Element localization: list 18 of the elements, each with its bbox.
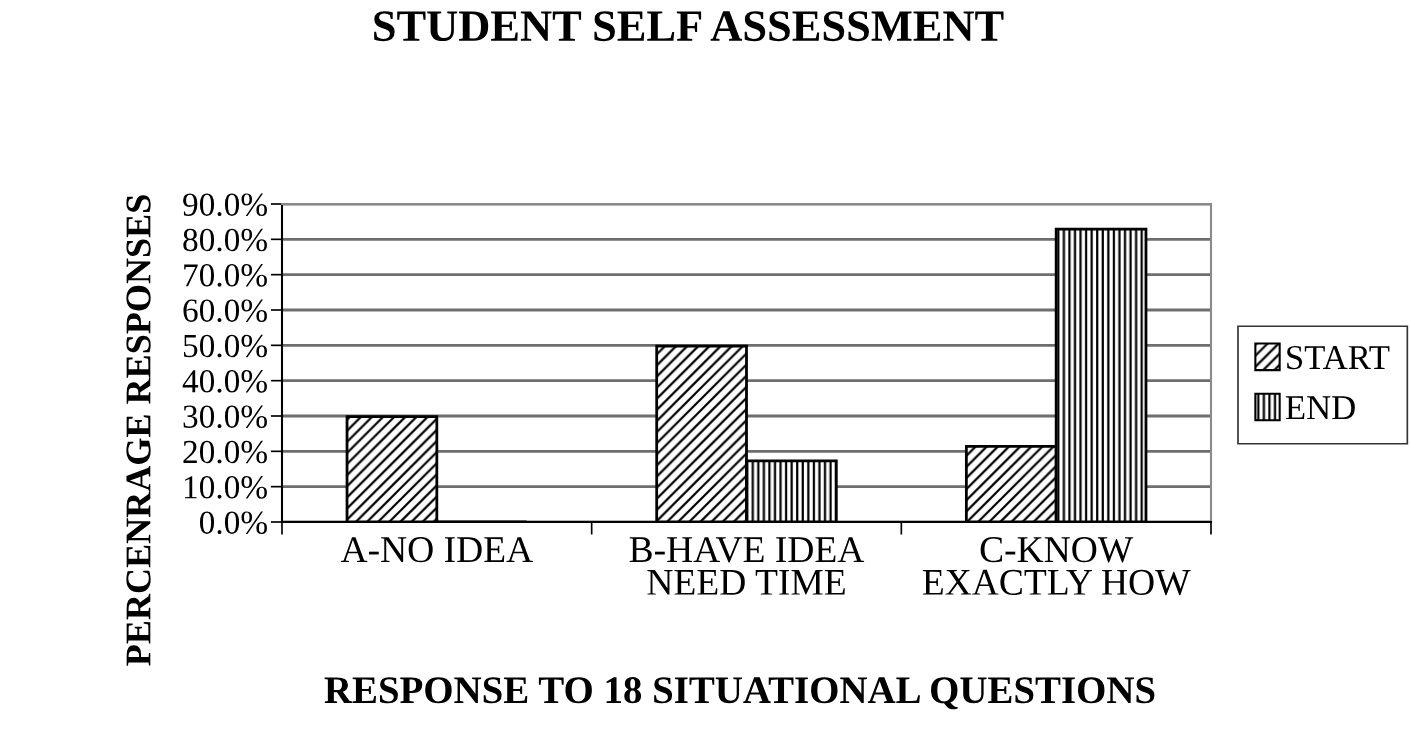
- x-axis-title: RESPONSE TO 18 SITUATIONAL QUESTIONS: [324, 677, 1155, 710]
- y-tick-label: 90.0%: [183, 193, 267, 217]
- y-tick-label: 20.0%: [183, 440, 267, 464]
- y-tick-label: 60.0%: [183, 299, 267, 323]
- y-tick-label: 70.0%: [184, 264, 267, 287]
- y-tick-label: 80.0%: [183, 228, 267, 252]
- legend-label: START: [1287, 345, 1390, 370]
- x-tick-label: C-KNOW EXACTLY HOW: [922, 537, 1191, 596]
- x-tick-label: B-HAVE IDEA NEED TIME: [629, 537, 865, 595]
- y-tick-label: 30.0%: [183, 405, 267, 429]
- legend-label: END: [1285, 396, 1355, 420]
- y-tick-label: 50.0%: [183, 334, 267, 358]
- y-tick-label: 0.0%: [199, 511, 267, 535]
- y-axis-title: PERCENRAGE RESPONSES: [126, 195, 151, 666]
- chart-title: STUDENT SELF ASSESSMENT: [374, 11, 1004, 42]
- y-tick-label: 40.0%: [182, 370, 267, 393]
- x-tick-label: A-NO IDEA: [340, 537, 533, 563]
- y-tick-label: 10.0%: [184, 476, 267, 499]
